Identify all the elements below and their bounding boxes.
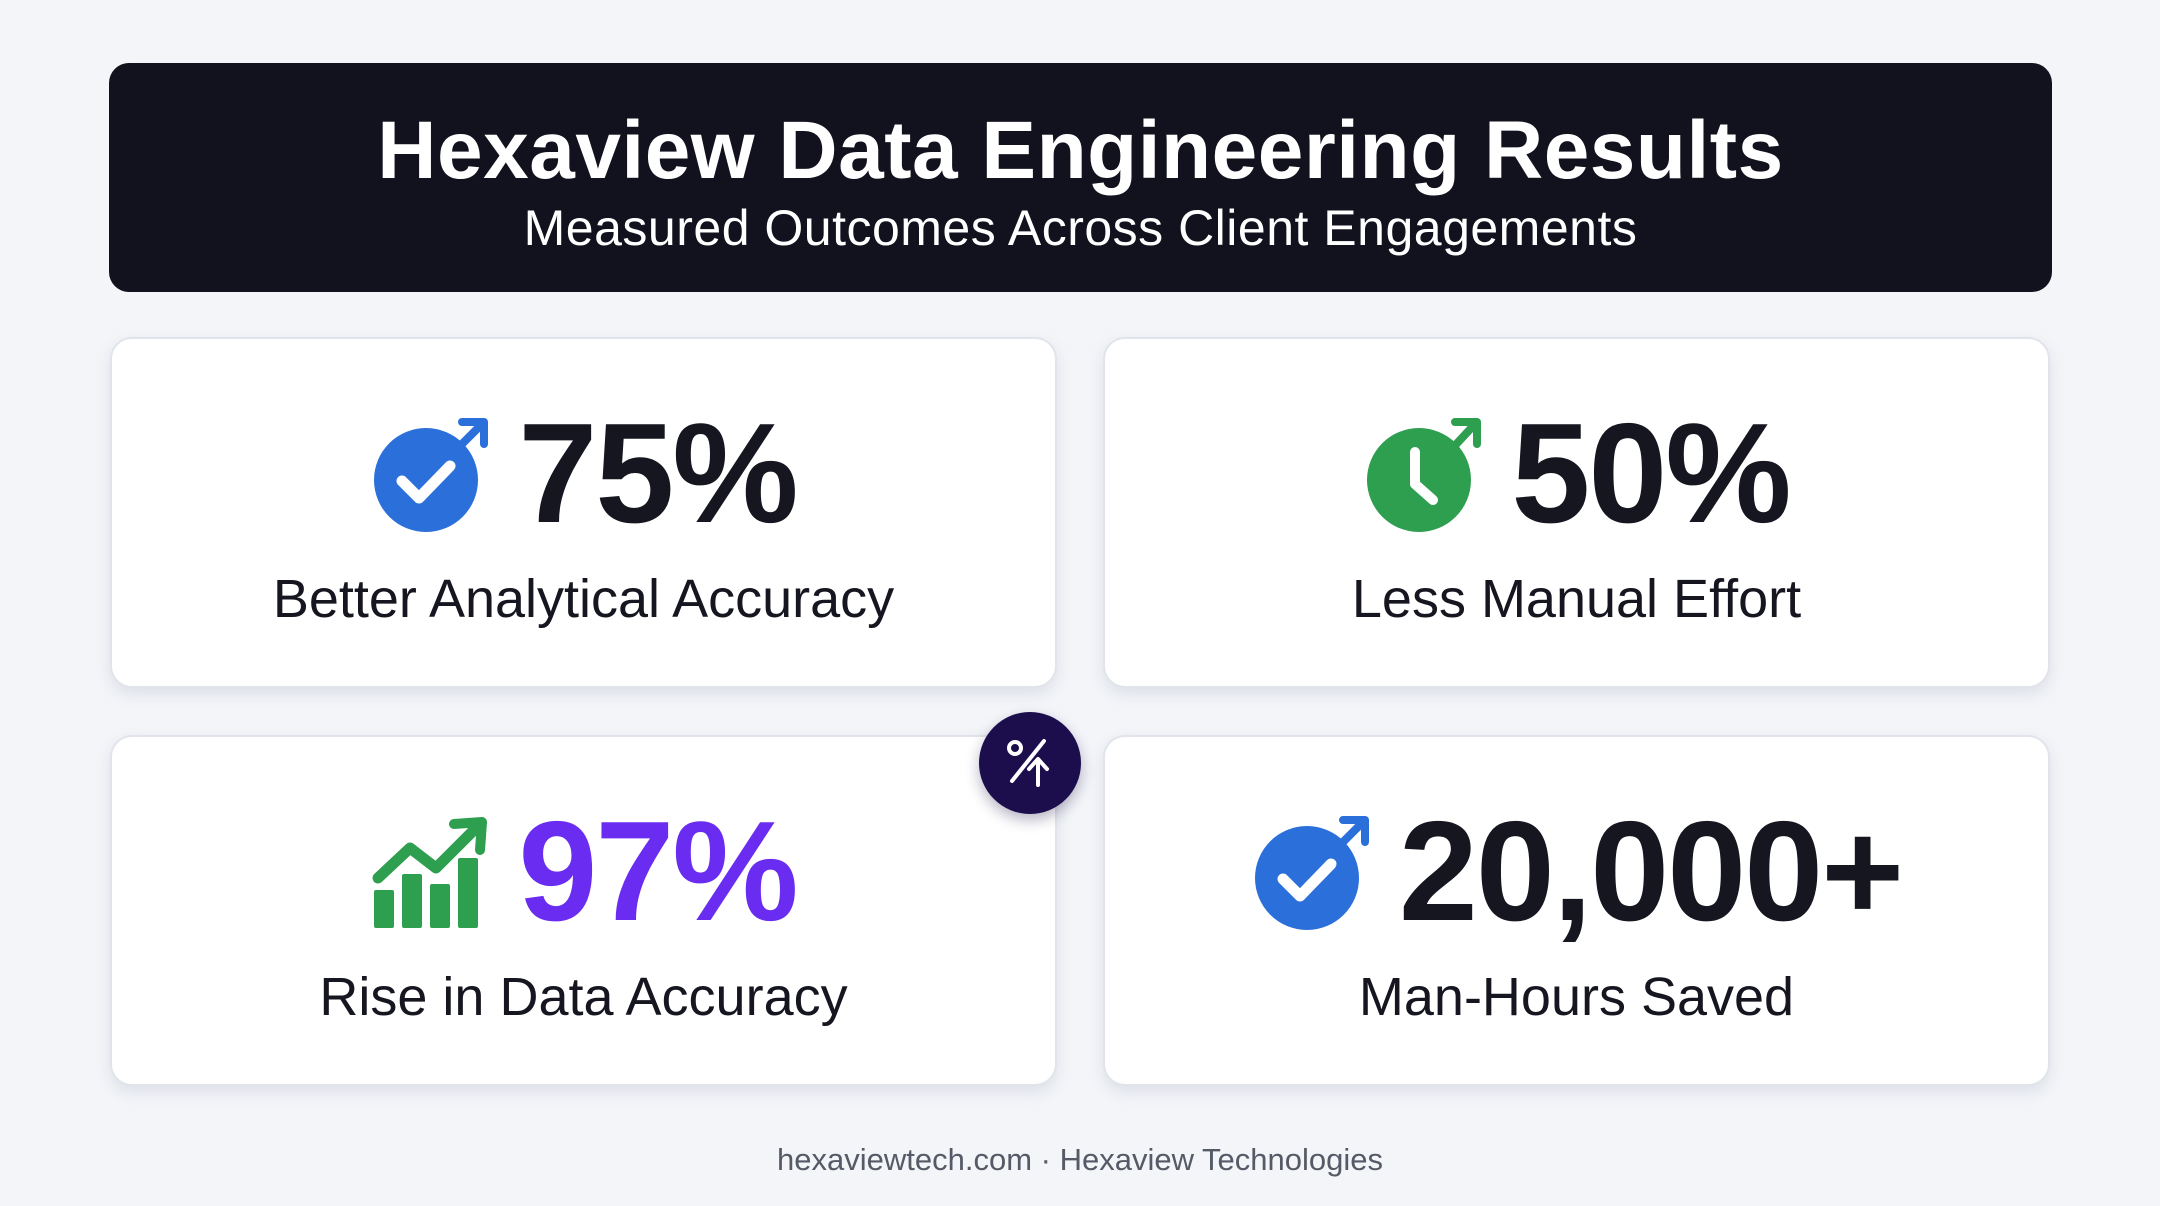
metric-card-data-accuracy: 97% Rise in Data Accuracy — [110, 735, 1057, 1086]
percent-up-icon — [1000, 733, 1060, 793]
target-check-icon — [370, 414, 490, 534]
footer-text: hexaviewtech.com · Hexaview Technologies — [777, 1142, 1383, 1177]
metric-row: 75% — [112, 394, 1055, 553]
metric-value: 20,000+ — [1398, 792, 1904, 951]
clock-arrow-icon — [1363, 414, 1483, 534]
metric-row: 97% — [112, 792, 1055, 951]
page-subtitle: Measured Outcomes Across Client Engageme… — [523, 200, 1638, 256]
percent-badge — [979, 712, 1081, 814]
target-check-icon — [1251, 812, 1371, 932]
header-banner: Hexaview Data Engineering Results Measur… — [109, 63, 2052, 292]
metric-card-man-hours: 20,000+ Man-Hours Saved — [1103, 735, 2050, 1086]
metric-row: 20,000+ — [1105, 792, 2048, 951]
metric-value: 97% — [518, 792, 798, 951]
growth-chart-icon — [370, 812, 490, 932]
metric-card-analytical-accuracy: 75% Better Analytical Accuracy — [110, 337, 1057, 688]
metric-card-manual-effort: 50% Less Manual Effort — [1103, 337, 2050, 688]
metric-label: Rise in Data Accuracy — [319, 967, 848, 1027]
metric-label: Man-Hours Saved — [1358, 967, 1795, 1027]
metric-value: 50% — [1511, 394, 1791, 553]
page-title: Hexaview Data Engineering Results — [377, 105, 1784, 196]
metric-label: Better Analytical Accuracy — [272, 569, 895, 629]
metric-label: Less Manual Effort — [1351, 569, 1802, 629]
metric-value: 75% — [518, 394, 798, 553]
metric-row: 50% — [1105, 394, 2048, 553]
